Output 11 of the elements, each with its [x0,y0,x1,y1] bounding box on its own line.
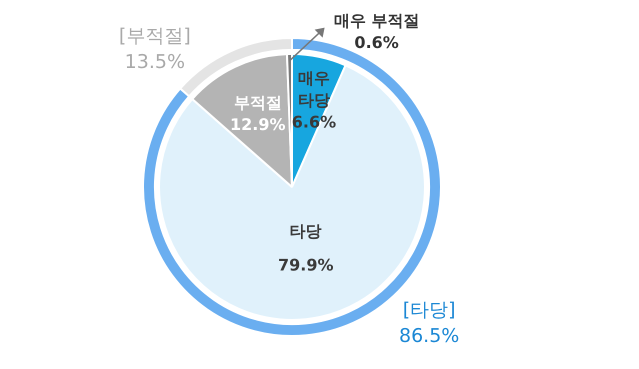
data-label: 79.9% [278,256,334,274]
slice-label: 타당 [290,222,322,240]
data-label: 12.9% [230,115,286,134]
slice-label: [타당] [402,299,456,322]
slice-label: [부적절] [118,24,191,47]
slice-label: 매우 타당 [298,68,330,110]
slice-label: 매우 부적절 [334,10,420,30]
data-label: 86.5% [399,325,460,348]
slice-label: 부적절 [234,93,282,112]
data-label: 0.6% [354,32,399,52]
data-label: 13.5% [124,50,185,73]
